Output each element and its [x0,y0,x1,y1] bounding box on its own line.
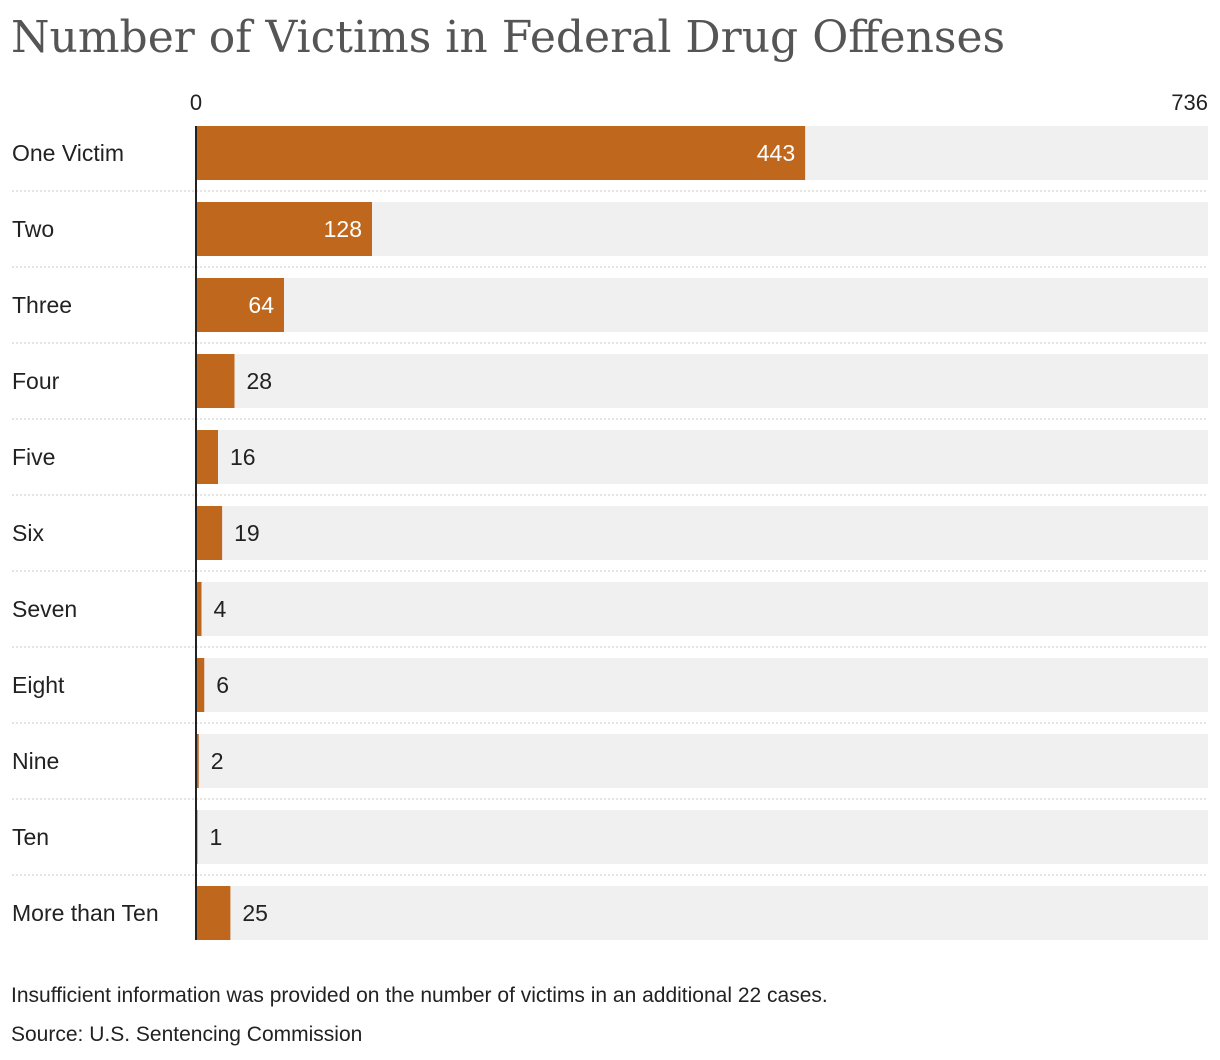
bar [196,430,218,484]
bar-track [196,278,1208,332]
bar-row: Six 19 [12,494,1208,560]
category-label: Nine [12,748,59,774]
axis-min-label: 0 [190,90,202,115]
category-label: More than Ten [12,900,159,926]
bar-row: Seven 4 [12,570,1208,636]
bar [196,278,284,332]
bar-row: Nine 2 [12,722,1208,788]
chart-axis: 0 736 [190,90,1208,940]
bar [196,354,235,408]
value-label: 6 [216,672,229,698]
category-label: Two [12,216,54,242]
value-label: 2 [211,748,224,774]
value-label: 4 [214,596,227,622]
footnote: Insufficient information was provided on… [11,984,828,1007]
value-label: 64 [248,292,274,318]
bar [196,506,223,560]
category-label: Eight [12,672,65,698]
value-label: 1 [210,824,223,850]
category-label: One Victim [12,140,124,166]
category-label: Six [12,520,44,546]
bar-track [196,658,1208,712]
value-label: 25 [242,900,268,926]
axis-max-label: 736 [1171,90,1208,115]
category-label: Ten [12,824,49,850]
bar [196,202,372,256]
category-label: Five [12,444,55,470]
bar [196,126,806,180]
value-label: 443 [757,140,795,166]
value-label: 19 [234,520,260,546]
category-label: Three [12,292,72,318]
value-label: 28 [247,368,273,394]
bar-row: Eight 6 [12,646,1208,712]
bar [196,734,199,788]
bar-row: More than Ten 25 [12,874,1208,940]
bar-row: Five 16 [12,418,1208,484]
bar-track [196,354,1208,408]
chart-title: Number of Victims in Federal Drug Offens… [11,12,1006,63]
bar [196,582,202,636]
bar-row: Four 28 [12,342,1208,408]
bar-track [196,506,1208,560]
bar-row: One Victim 443 [12,126,1208,180]
bar-row: Three 64 [12,266,1208,332]
value-label: 128 [324,216,362,242]
bar-row: Two 128 [12,190,1208,256]
bar [196,886,231,940]
bar-track [196,886,1208,940]
source-note: Source: U.S. Sentencing Commission [11,1023,363,1046]
category-label: Four [12,368,60,394]
bar [196,658,205,712]
bar-track [196,582,1208,636]
category-label: Seven [12,596,77,622]
value-label: 16 [230,444,256,470]
bar-track [196,810,1208,864]
bar-track [196,430,1208,484]
bar-track [196,734,1208,788]
bar-row: Ten 1 [12,798,1208,864]
